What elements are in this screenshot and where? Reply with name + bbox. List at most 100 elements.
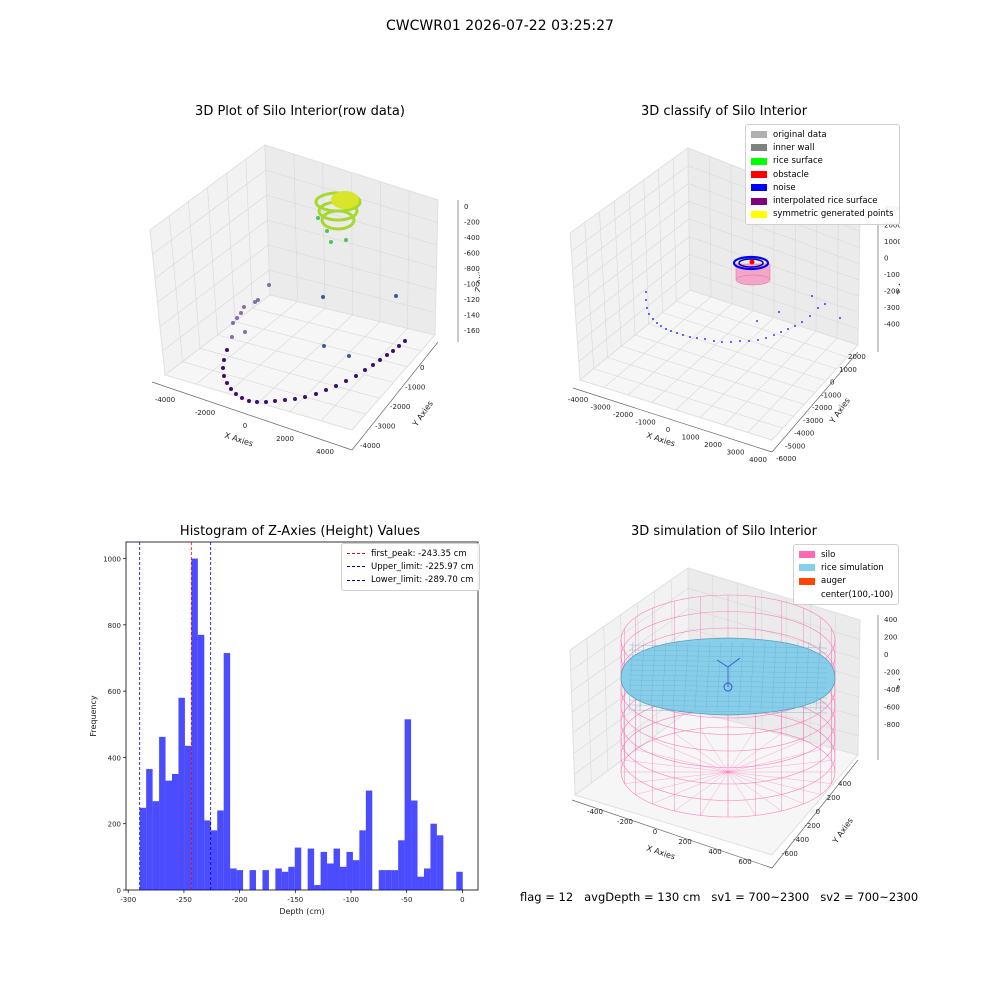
data-point	[242, 305, 246, 309]
grid-line	[747, 337, 838, 433]
z-tick-label: -600	[464, 250, 480, 258]
rice-mesh	[628, 644, 828, 649]
x-tick-label: 2000	[704, 441, 722, 449]
legend-label: rice simulation	[821, 562, 884, 573]
panel4-title: 3D simulation of Silo Interior	[631, 524, 817, 539]
legend-swatch	[751, 171, 767, 179]
x-tick-label: -200	[617, 818, 633, 826]
x-tick-label: 400	[708, 848, 721, 856]
legend-swatch	[799, 564, 815, 572]
grid-line	[675, 317, 775, 411]
data-point	[354, 374, 358, 378]
legend-entry: auger	[799, 575, 893, 588]
data-point	[256, 298, 260, 302]
silo-wireframe	[652, 771, 729, 805]
grid-line	[836, 206, 839, 339]
silo-wireframe	[727, 760, 832, 773]
silo-wireframe	[674, 732, 729, 773]
noise-point	[676, 332, 678, 334]
data-point	[222, 374, 226, 378]
z-tick-label: 1000	[884, 238, 900, 246]
y-tick-label: 800	[108, 622, 121, 630]
noise-point	[652, 318, 654, 320]
grid-line	[676, 300, 848, 358]
x-tick-label: -300	[120, 896, 136, 904]
legend-entry: rice simulation	[799, 561, 893, 574]
histogram-bar	[339, 866, 347, 890]
legend-entry: rice surface	[751, 155, 894, 168]
x-axis-label: X Axies	[645, 844, 676, 862]
histogram-bar	[294, 847, 302, 890]
histogram-bar	[385, 870, 392, 890]
noise-point	[665, 328, 667, 330]
legend-entry: center(100,-100)	[799, 588, 893, 601]
noise-point	[730, 341, 732, 343]
rice-mesh	[749, 641, 755, 711]
legend-swatch	[799, 591, 815, 598]
z-tick-label: -3000	[884, 304, 900, 312]
rice-cluster	[331, 191, 359, 209]
histogram-bar	[236, 870, 244, 890]
histogram-bar	[152, 801, 160, 890]
data-point	[344, 379, 348, 383]
panel3-title: Histogram of Z-Axies (Height) Values	[179, 524, 421, 539]
silo-wireframe	[674, 771, 729, 812]
grid-line	[570, 588, 689, 671]
noise-point	[778, 311, 780, 313]
y-tick-label: 0	[117, 887, 121, 895]
grid-line	[578, 272, 690, 362]
data-point	[334, 384, 338, 388]
data-point	[344, 238, 348, 242]
histogram-bar	[184, 745, 192, 890]
y-tick-label: -3000	[803, 417, 823, 425]
noise-point	[787, 328, 789, 330]
data-point	[293, 397, 297, 401]
x-axis-label: X Axies	[223, 431, 254, 449]
grid-line	[320, 328, 408, 422]
y-tick-label: -4000	[794, 430, 814, 438]
data-point	[239, 311, 243, 315]
silo-wireframe	[624, 771, 729, 784]
auger	[727, 657, 741, 668]
data-point	[273, 399, 277, 403]
y-tick-label: 0	[830, 379, 834, 387]
z-tick-label: -400	[884, 686, 900, 694]
histogram-bar	[262, 870, 269, 890]
silo-wireframe	[727, 732, 782, 773]
y-tick-label: -1000	[405, 384, 425, 392]
noise-point	[824, 303, 826, 305]
data-point	[314, 392, 318, 396]
y-tick-label: 200	[827, 794, 840, 802]
x-tick-label: -200	[232, 896, 248, 904]
histogram-bar	[146, 769, 153, 890]
silo-wireframe	[700, 728, 729, 773]
histogram-bar	[430, 823, 437, 890]
legend-label: obstacle	[773, 169, 809, 180]
legend-label: noise	[773, 182, 796, 193]
legend-entry: symmetric generated points	[751, 208, 894, 221]
legend-swatch	[751, 144, 767, 152]
legend-swatch	[799, 551, 815, 559]
y-axis-label: Y Axies	[410, 399, 435, 429]
grid-line	[574, 218, 690, 307]
legend-line	[347, 553, 365, 555]
grid-line	[648, 323, 826, 381]
silo-wireframe	[727, 771, 804, 805]
legend-label: silo	[821, 549, 836, 560]
y-tick-label: 1000	[103, 556, 121, 564]
x-tick-label: -3000	[590, 404, 610, 412]
histogram-bar	[346, 851, 353, 890]
legend-entry: original data	[751, 128, 894, 141]
histogram-bar	[159, 736, 166, 890]
x-tick-label: 0	[460, 896, 464, 904]
data-point	[322, 344, 326, 348]
noise-point	[689, 336, 691, 338]
z-tick-label: 0	[884, 651, 888, 659]
data-point	[234, 392, 238, 396]
rice-mesh	[628, 649, 828, 654]
histogram-bar	[314, 885, 321, 890]
histogram-bar	[197, 634, 205, 890]
data-point	[394, 294, 398, 298]
silo-wireframe	[635, 771, 729, 795]
x-axis-label: X Axies	[645, 431, 676, 449]
